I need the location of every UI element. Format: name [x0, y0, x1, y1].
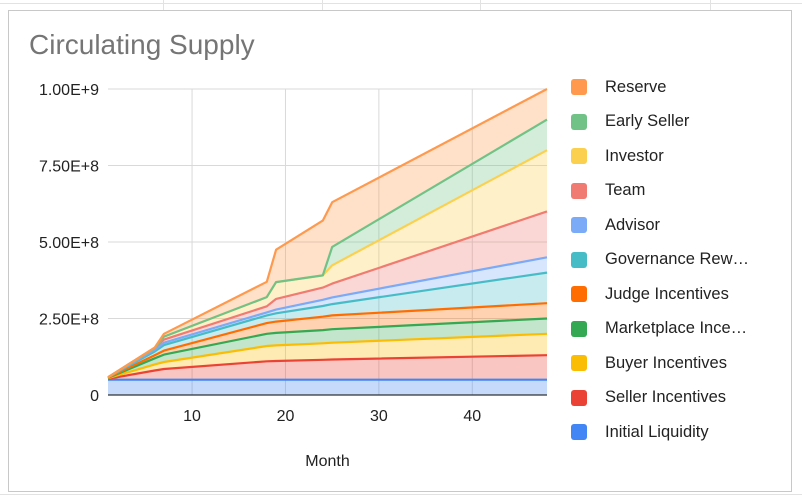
area-buyer-incentives	[108, 333, 547, 379]
line-governance-rew	[107, 271, 548, 379]
legend-swatch	[571, 79, 587, 95]
legend-swatch	[571, 286, 587, 302]
legend-label: Governance Rew…	[605, 250, 749, 268]
y-tick-label: 2.50E+8	[39, 312, 99, 329]
chart-card[interactable]: Circulating Supply 0 2.50E+8 5.00E+8 7.50E+…	[8, 10, 792, 492]
legend-item-initial-liquidity: Initial Liquidity	[571, 420, 709, 444]
line-judge-incentives	[107, 302, 548, 379]
legend-swatch	[571, 113, 587, 130]
legend-item-team: Team	[571, 179, 645, 203]
legend-item-reserve: Reserve	[571, 75, 666, 99]
legend-swatch	[571, 251, 587, 268]
legend-item-buyer-incentives: Buyer Incentives	[571, 351, 727, 375]
legend-swatch	[571, 217, 587, 233]
y-tick-label: 5.00E+8	[39, 235, 99, 252]
legend-item-early-seller: Early Seller	[571, 110, 689, 134]
x-tick-label: 40	[463, 408, 481, 425]
y-tick-label: 7.50E+8	[39, 159, 99, 176]
line-marketplace-ince	[107, 317, 548, 379]
x-tick-label: 30	[370, 408, 388, 425]
chart-plot-area: 0 2.50E+8 5.00E+8 7.50E+8 1.00E+9 10 20 30 40 Mon…	[39, 82, 548, 470]
line-seller-incentives	[107, 354, 548, 380]
legend-item-marketplace-ince: Marketplace Ince…	[571, 317, 747, 341]
line-buyer-incentives	[107, 332, 548, 380]
legend-swatch	[571, 389, 587, 406]
area-initial-liquidity	[108, 379, 547, 395]
area-marketplace-ince	[108, 318, 547, 379]
legend-swatch	[571, 424, 587, 440]
legend-label: Advisor	[605, 215, 661, 234]
line-advisor	[107, 256, 548, 379]
y-tick-label: 1.00E+9	[39, 82, 99, 99]
legend-label: Reserve	[605, 77, 667, 96]
legend-swatch	[571, 148, 587, 164]
legend-swatch	[571, 182, 587, 199]
x-axis-title: Month	[305, 453, 349, 470]
legend-label: Investor	[605, 146, 664, 165]
legend-swatch	[571, 355, 587, 371]
legend-item-judge-incentives: Judge Incentives	[571, 282, 729, 306]
legend-label: Initial Liquidity	[605, 422, 709, 441]
legend-item-advisor: Advisor	[571, 213, 660, 237]
area-investor	[108, 150, 547, 378]
area-reserve	[108, 89, 547, 378]
x-tick-label: 10	[183, 408, 201, 425]
legend-label: Early Seller	[605, 112, 690, 130]
legend-item-seller-incentives: Seller Incentives	[571, 386, 726, 410]
chart-title: Circulating Supply	[29, 29, 255, 60]
legend-label: Marketplace Ince…	[605, 319, 748, 337]
area-governance-rew	[108, 272, 547, 378]
legend-label: Judge Incentives	[605, 284, 729, 303]
legend-item-governance-rew: Governance Rew…	[571, 248, 749, 272]
legend-item-investor: Investor	[571, 144, 664, 168]
area-advisor	[108, 257, 547, 378]
area-judge-incentives	[108, 303, 547, 378]
area-team	[108, 211, 547, 378]
legend-label: Seller Incentives	[605, 388, 727, 406]
x-tick-label: 20	[277, 408, 295, 425]
line-reserve	[107, 88, 548, 379]
y-tick-label: 0	[90, 388, 99, 405]
legend-swatch	[571, 320, 587, 337]
legend-label: Team	[605, 181, 646, 199]
area-seller-incentives	[108, 355, 547, 380]
legend-label: Buyer Incentives	[605, 353, 727, 372]
